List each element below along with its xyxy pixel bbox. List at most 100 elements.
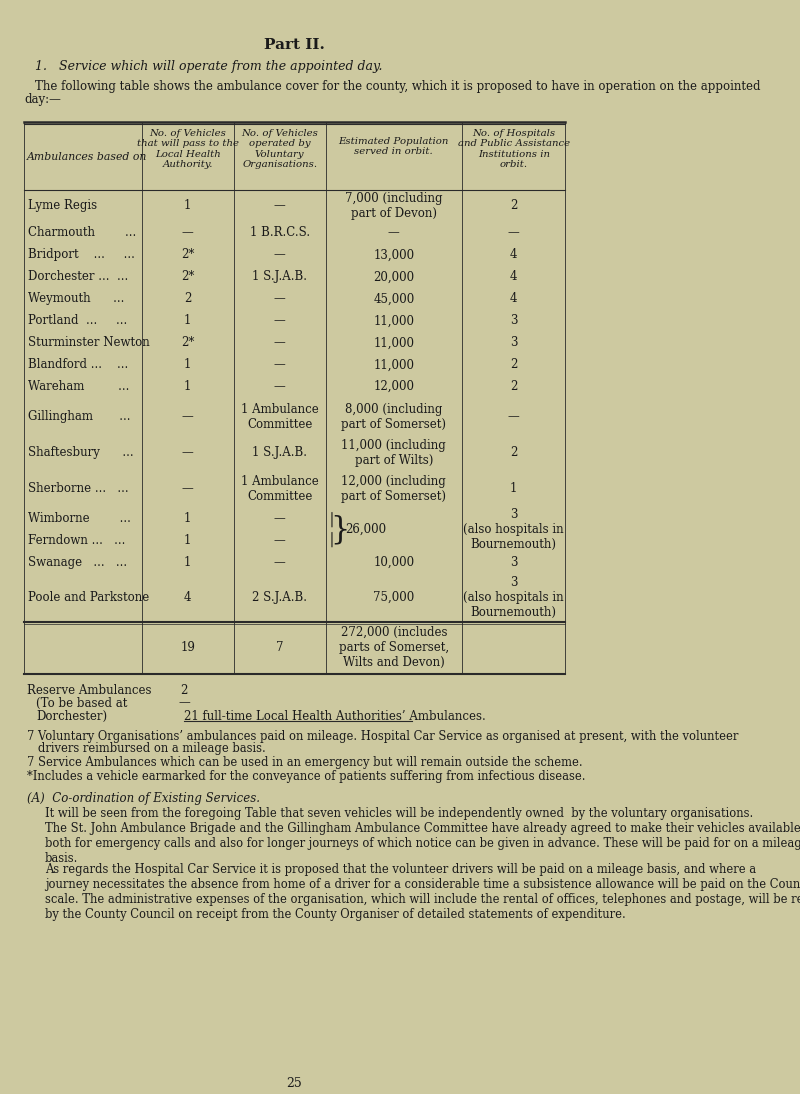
Text: 1 Ambulance
Committee: 1 Ambulance Committee [241,403,318,431]
Text: 11,000: 11,000 [374,314,414,327]
Text: 45,000: 45,000 [373,292,414,305]
Text: —: — [508,226,520,240]
Text: 4: 4 [510,270,518,283]
Text: 19: 19 [180,641,195,654]
Text: 26,000: 26,000 [346,523,386,536]
Text: Gillingham       ...: Gillingham ... [28,410,130,423]
Text: 2: 2 [510,199,518,212]
Text: Estimated Population
served in orbit.: Estimated Population served in orbit. [338,137,449,156]
Text: 11,000 (including
part of Wilts): 11,000 (including part of Wilts) [342,439,446,467]
Text: 1: 1 [184,314,191,327]
Text: —: — [274,556,286,569]
Text: —: — [182,482,194,496]
Text: 2: 2 [184,292,191,305]
Text: Portland  ...     ...: Portland ... ... [28,314,127,327]
Text: Bridport    ...     ...: Bridport ... ... [28,248,135,261]
Text: Charmouth        ...: Charmouth ... [28,226,136,240]
Text: 1 Ambulance
Committee: 1 Ambulance Committee [241,475,318,503]
Text: (To be based at: (To be based at [36,697,127,710]
Text: Wareham         ...: Wareham ... [28,381,130,393]
Text: Wimborne        ...: Wimborne ... [28,512,131,525]
Text: —: — [388,226,400,240]
Text: No. of Hospitals
and Public Assistance
Institutions in
orbit.: No. of Hospitals and Public Assistance I… [458,129,570,170]
Text: —: — [274,336,286,349]
Text: —: — [182,226,194,240]
Text: —: — [274,512,286,525]
Text: 11,000: 11,000 [374,358,414,371]
Text: 1: 1 [184,512,191,525]
Text: Dorchester): Dorchester) [36,710,107,722]
Text: —: — [274,248,286,261]
Text: 3: 3 [510,556,518,569]
Text: Part II.: Part II. [264,38,325,53]
Text: 1 S.J.A.B.: 1 S.J.A.B. [252,270,307,283]
Text: day:—: day:— [24,93,61,106]
Text: Poole and Parkstone: Poole and Parkstone [28,591,150,604]
Text: No. of Vehicles
that will pass to the
Local Health
Authority.: No. of Vehicles that will pass to the Lo… [137,129,238,170]
Text: —: — [178,697,190,710]
Text: Ambulances based on: Ambulances based on [27,152,148,162]
Text: —: — [182,410,194,423]
Text: Sherborne ...   ...: Sherborne ... ... [28,482,129,496]
Text: Ferndown ...   ...: Ferndown ... ... [28,534,126,547]
Text: —: — [274,381,286,393]
Text: 1: 1 [184,358,191,371]
Text: 8,000 (including
part of Somerset): 8,000 (including part of Somerset) [342,403,446,431]
Text: Weymouth      ...: Weymouth ... [28,292,124,305]
Text: 7 Voluntary Organisations’ ambulances paid on mileage. Hospital Car Service as o: 7 Voluntary Organisations’ ambulances pa… [27,730,738,743]
Text: 2*: 2* [181,248,194,261]
Text: 7,000 (including
part of Devon): 7,000 (including part of Devon) [345,191,442,220]
Text: 1 B.R.C.S.: 1 B.R.C.S. [250,226,310,240]
Text: 1: 1 [184,199,191,212]
Text: Lyme Regis: Lyme Regis [28,199,97,212]
Text: 1: 1 [510,482,518,496]
Text: *Includes a vehicle earmarked for the conveyance of patients suffering from infe: *Includes a vehicle earmarked for the co… [27,769,586,782]
Text: —: — [274,199,286,212]
Text: The following table shows the ambulance cover for the county, which it is propos: The following table shows the ambulance … [34,80,760,93]
Text: 7 Service Ambulances which can be used in an emergency but will remain outside t: 7 Service Ambulances which can be used i… [27,756,583,768]
Text: —: — [508,410,520,423]
Text: 12,000 (including
part of Somerset): 12,000 (including part of Somerset) [342,475,446,503]
Text: drivers reimbursed on a mileage basis.: drivers reimbursed on a mileage basis. [27,742,266,755]
Text: 21 full-time Local Health Authorities’ Ambulances.: 21 full-time Local Health Authorities’ A… [184,710,486,722]
Text: Dorchester ...  ...: Dorchester ... ... [28,270,128,283]
Text: Blandford ...    ...: Blandford ... ... [28,358,128,371]
Text: As regards the Hospital Car Service it is proposed that the volunteer drivers wi: As regards the Hospital Car Service it i… [45,863,800,921]
Text: No. of Vehicles
operated by
Voluntary
Organisations.: No. of Vehicles operated by Voluntary Or… [242,129,318,170]
Text: 4: 4 [184,591,191,604]
Text: 7: 7 [276,641,283,654]
Text: Swanage   ...   ...: Swanage ... ... [28,556,127,569]
Text: 4: 4 [510,248,518,261]
Text: It will be seen from the foregoing Table that seven vehicles will be independent: It will be seen from the foregoing Table… [45,807,800,865]
Text: 12,000: 12,000 [374,381,414,393]
Text: —: — [274,292,286,305]
Text: 2: 2 [180,684,188,697]
Text: 2: 2 [510,446,518,459]
Text: 3: 3 [510,314,518,327]
Text: (A)  Co-ordination of Existing Services.: (A) Co-ordination of Existing Services. [27,791,260,804]
Text: 2 S.J.A.B.: 2 S.J.A.B. [252,591,307,604]
Text: Reserve Ambulances: Reserve Ambulances [27,684,152,697]
Text: 1.   Service which will operate from the appointed day.: 1. Service which will operate from the a… [34,60,382,73]
Text: 20,000: 20,000 [374,270,414,283]
Text: 1: 1 [184,556,191,569]
Text: 4: 4 [510,292,518,305]
Text: —: — [274,534,286,547]
Text: 10,000: 10,000 [374,556,414,569]
Text: 2: 2 [510,358,518,371]
Text: 13,000: 13,000 [374,248,414,261]
Text: 1: 1 [184,534,191,547]
Text: 25: 25 [286,1078,302,1091]
Text: 11,000: 11,000 [374,336,414,349]
Text: 2*: 2* [181,270,194,283]
Text: 75,000: 75,000 [373,591,414,604]
Text: 272,000 (includes
parts of Somerset,
Wilts and Devon): 272,000 (includes parts of Somerset, Wil… [338,626,449,670]
Text: 3: 3 [510,336,518,349]
Text: —: — [182,446,194,459]
Text: 1 S.J.A.B.: 1 S.J.A.B. [252,446,307,459]
Text: Shaftesbury      ...: Shaftesbury ... [28,446,134,459]
Text: 3
(also hospitals in
Bournemouth): 3 (also hospitals in Bournemouth) [463,577,564,619]
Text: 2*: 2* [181,336,194,349]
Text: }: } [330,514,350,545]
Text: —: — [274,314,286,327]
